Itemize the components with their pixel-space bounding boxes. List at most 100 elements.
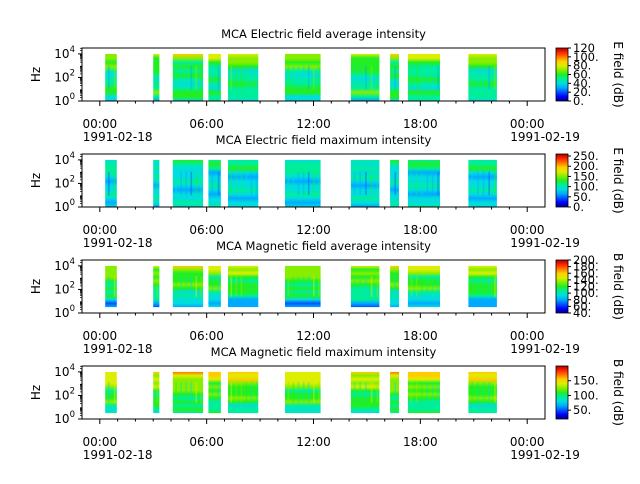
colorbar-gradient — [555, 259, 569, 314]
x-tick-label: 00:00 — [510, 435, 545, 449]
data-texture — [235, 65, 238, 90]
data-texture — [240, 171, 243, 196]
panel-3: MCA Magnetic field average intensity 100 1… — [29, 239, 625, 356]
data-texture — [494, 276, 496, 297]
x-tick-label: 00:00 — [510, 223, 545, 237]
x-tick-label: 18:00 — [403, 435, 438, 449]
y-tick-label: 100 — [54, 92, 75, 108]
colorbar-tick-label: 120. — [573, 280, 599, 294]
data-texture — [175, 382, 177, 403]
data-texture — [488, 171, 490, 196]
data-texture — [250, 65, 253, 90]
data-texture — [359, 171, 361, 196]
data-texture — [415, 65, 418, 90]
data-texture — [421, 382, 423, 403]
x-tick-label: 12:00 — [296, 117, 331, 131]
panel-title: MCA Electric field maximum intensity — [216, 133, 432, 147]
y-axis-label: Hz — [29, 279, 43, 294]
data-texture — [185, 65, 187, 90]
data-texture — [488, 65, 490, 90]
data-texture — [217, 171, 220, 196]
data-texture — [302, 171, 305, 196]
x-tick-label: 06:00 — [189, 329, 224, 343]
colorbar-tick-label: 80. — [573, 59, 591, 73]
data-texture — [426, 276, 429, 297]
data-texture — [477, 171, 479, 196]
data-texture — [156, 65, 158, 90]
colorbar-tick-label: 60. — [573, 68, 591, 82]
data-texture — [370, 65, 373, 90]
data-texture — [185, 171, 187, 196]
data-texture — [353, 276, 356, 297]
data-texture — [217, 276, 220, 297]
data-segment — [228, 53, 259, 101]
data-texture — [287, 65, 290, 90]
data-texture — [477, 382, 479, 403]
data-texture — [245, 65, 248, 90]
colorbar-label: B field (dB) — [611, 359, 625, 426]
colorbar-tick-label: 50. — [573, 403, 591, 417]
data-texture — [431, 276, 434, 297]
panel-title: MCA Electric field average intensity — [221, 27, 426, 41]
colorbar-label: E field (dB) — [611, 41, 625, 107]
data-segment — [208, 159, 221, 207]
colorbar-tick-label: 0. — [573, 200, 584, 214]
x-tick-label: 12:00 — [296, 329, 331, 343]
data-texture — [426, 171, 429, 196]
data-segment — [208, 53, 221, 101]
data-texture — [365, 276, 367, 297]
data-segment — [105, 159, 117, 207]
y-tick-label: 100 — [54, 198, 75, 214]
data-texture — [292, 65, 295, 90]
data-texture — [353, 65, 356, 90]
data-segment — [468, 371, 497, 414]
data-segment — [407, 53, 440, 101]
data-texture — [108, 171, 110, 196]
data-texture — [410, 382, 413, 403]
data-texture — [156, 276, 158, 297]
colorbar-tick-label: 250. — [573, 149, 599, 163]
x-tick-label: 00:00 — [83, 435, 118, 449]
x-tick-label: 12:00 — [296, 223, 331, 237]
data-texture — [180, 276, 182, 297]
data-texture — [376, 382, 379, 403]
data-texture — [471, 65, 473, 90]
data-texture — [292, 276, 295, 297]
data-texture — [190, 171, 193, 196]
data-texture — [477, 276, 479, 297]
data-texture — [494, 382, 496, 403]
x-tick-label: 00:00 — [83, 329, 118, 343]
data-texture — [297, 65, 300, 90]
data-texture — [307, 276, 310, 297]
x-tick-label: 06:00 — [189, 117, 224, 131]
data-segment — [105, 265, 117, 308]
data-texture — [415, 382, 418, 403]
data-texture — [217, 65, 220, 90]
data-texture — [235, 171, 238, 196]
colorbar: 250.200.150.100.50.0. E field (dB) — [555, 147, 625, 214]
data-texture — [195, 65, 198, 90]
x-tick-label: 00:00 — [510, 117, 545, 131]
data-texture — [488, 276, 490, 297]
x-date-end: 1991-02-19 — [510, 236, 580, 250]
data-texture — [426, 65, 429, 90]
data-segment — [285, 53, 321, 101]
data-texture — [482, 171, 485, 196]
data-texture — [410, 171, 413, 196]
data-texture — [180, 382, 182, 403]
colorbar-tick-label: 50. — [573, 190, 591, 204]
data-texture — [494, 171, 496, 196]
data-segment — [407, 265, 440, 308]
data-texture — [235, 382, 238, 403]
panel-title: MCA Magnetic field average intensity — [216, 239, 431, 253]
data-texture — [471, 276, 473, 297]
y-tick-label: 102 — [54, 68, 75, 84]
data-segment — [153, 265, 160, 308]
data-texture — [156, 382, 158, 403]
x-tick-label: 06:00 — [189, 223, 224, 237]
data-texture — [292, 382, 295, 403]
data-segment — [350, 159, 380, 207]
data-texture — [200, 65, 203, 90]
